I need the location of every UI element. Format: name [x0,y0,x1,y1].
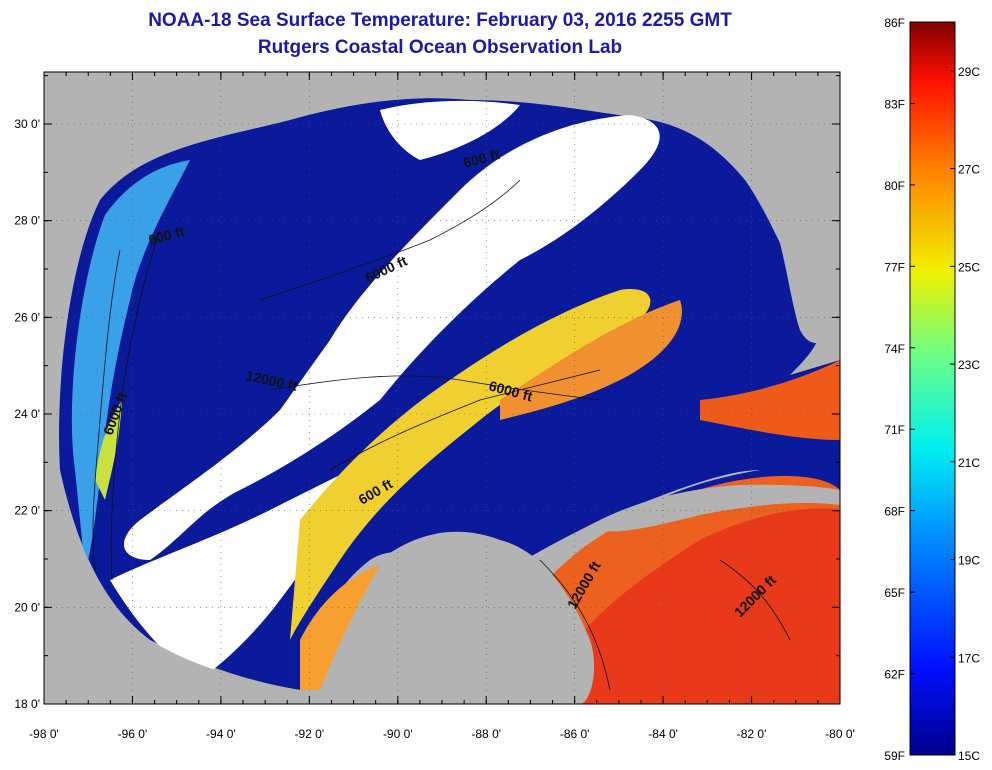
colorbar-c-label: 27C [958,163,980,177]
latitude-tick-label: 30 0' [14,117,40,131]
colorbar-f-label: 62F [884,668,905,682]
latitude-tick-label: 20 0' [14,600,40,614]
warm-band-diagonal [290,289,651,640]
colorbar-f-label: 83F [884,97,905,111]
latitude-tick-label: 22 0' [14,504,40,518]
warm-water-bay-campeche [300,565,380,690]
cloud-mass-southwest [110,470,350,680]
longitude-tick-label: -84 0' [648,727,678,741]
warm-water-caribbean [540,508,840,704]
colorbar-f-label: 71F [884,423,905,437]
colorbar-c-label: 21C [958,456,980,470]
warm-band-orange [500,300,682,420]
cuba [600,484,840,532]
longitude-tick-label: -96 0' [118,727,148,741]
colorbar-celsius-labels: 29C 27C 25C 23C 21C 19C 17C 15C [950,65,980,763]
longitude-tick-label: -88 0' [471,727,501,741]
bathymetry-contours [92,179,791,691]
longitude-tick-label: -94 0' [206,727,236,741]
northern-coast [44,72,745,470]
map-grid [44,72,840,704]
colorbar-f-label: 65F [884,586,905,600]
colorbar [909,21,956,756]
colorbar-f-label: 59F [884,749,905,763]
western-shelf-cool [71,160,190,570]
mexican-east-coast [44,470,300,704]
map-ticks [43,72,841,705]
cloud-mass-central [123,115,660,560]
colorbar-f-label: 80F [884,179,905,193]
colorbar-f-label: 74F [884,342,905,356]
colorbar-f-label: 77F [884,260,905,274]
colorbar-f-label: 68F [884,505,905,519]
chart-subtitle: Rutgers Coastal Ocean Observation Lab [257,37,623,58]
latitude-tick-label: 28 0' [14,214,40,228]
latitude-tick-label: 24 0' [14,407,40,421]
colorbar-fahrenheit-labels: 86F 83F 80F 77F 74F 71F 68F 65F 62F 59F [884,16,915,763]
chart-title: NOAA-18 Sea Surface Temperature: Februar… [148,10,732,31]
colorbar-c-label: 25C [958,260,980,274]
colorbar-c-label: 15C [958,749,980,763]
longitude-tick-label: -92 0' [295,727,325,741]
longitude-tick-label: -90 0' [383,727,413,741]
colorbar-c-label: 23C [958,358,980,372]
latitude-labels: 30 0' 28 0' 26 0' 24 0' 22 0' 20 0' 18 0' [14,117,40,711]
cloud-mass-north [380,100,520,160]
western-shelf-green [95,400,122,500]
longitude-labels: -98 0' -96 0' -94 0' -92 0' -90 0' -88 0' -86 … [29,727,855,741]
florida-peninsula [745,72,840,344]
latitude-tick-label: 18 0' [14,697,40,711]
longitude-tick-label: -82 0' [737,727,767,741]
longitude-tick-label: -86 0' [560,727,590,741]
longitude-tick-label: -80 0' [825,727,855,741]
yucatan-peninsula [380,531,595,704]
warm-water-straits [700,360,840,440]
latitude-tick-label: 26 0' [14,310,40,324]
colorbar-c-label: 17C [958,651,980,665]
longitude-tick-label: -98 0' [29,727,59,741]
colorbar-f-label: 86F [884,16,905,30]
colorbar-c-label: 29C [958,65,980,79]
colorbar-c-label: 19C [958,554,980,568]
